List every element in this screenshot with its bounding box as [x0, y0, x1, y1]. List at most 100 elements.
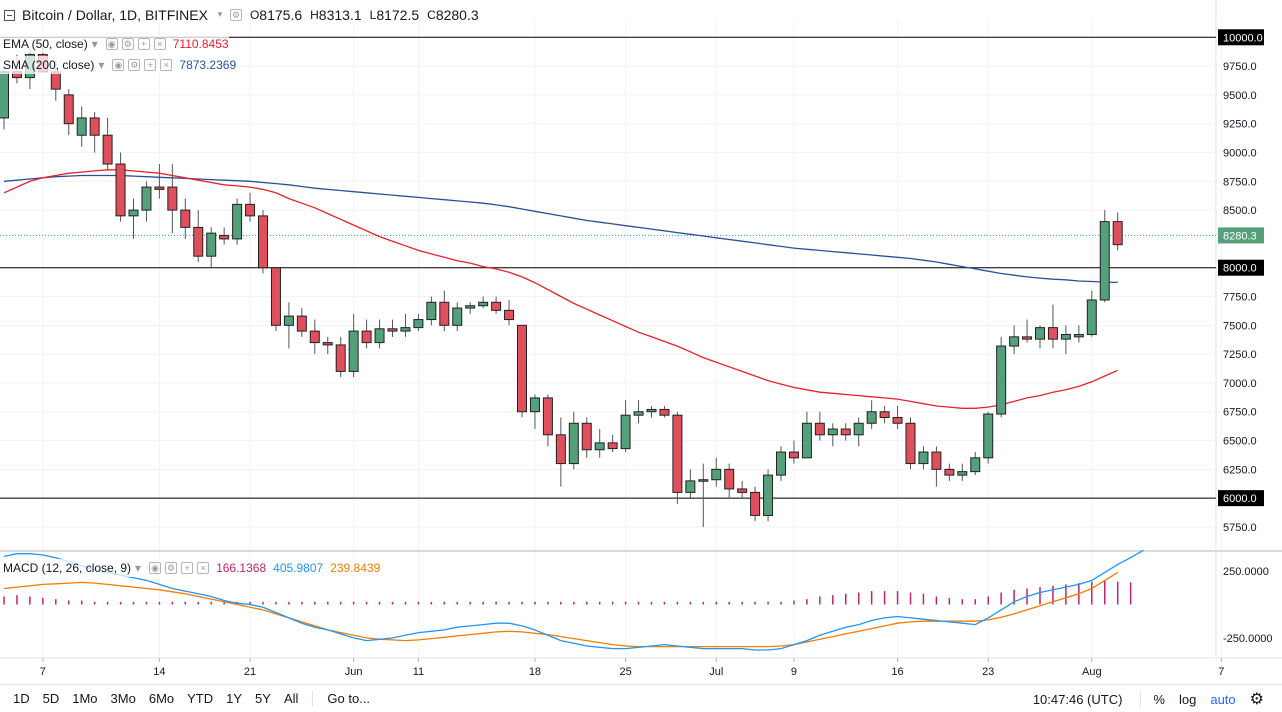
- ema-eye-icon[interactable]: ◉: [105, 38, 118, 50]
- high-label: H: [310, 8, 319, 22]
- ema-add-icon[interactable]: +: [137, 38, 150, 50]
- symbol-legend: Bitcoin / Dollar, 1D, BITFINEX ▾ ⚙ O 817…: [0, 6, 479, 24]
- candle-body: [607, 442, 618, 450]
- price-axis-label: 8000.0: [1223, 263, 1257, 275]
- sma-eye-icon[interactable]: ◉: [112, 59, 125, 71]
- sma-close-icon[interactable]: ×: [160, 59, 173, 71]
- candle-body: [413, 319, 424, 329]
- macd-eye-icon[interactable]: ◉: [149, 562, 162, 574]
- macd-hist-value: 166.1368: [216, 561, 267, 575]
- candle-body: [439, 301, 450, 326]
- range-5y[interactable]: 5Y: [255, 691, 271, 706]
- price-axis-label: 8750.0: [1223, 176, 1257, 188]
- range-1d[interactable]: 1D: [13, 691, 30, 706]
- sma-dropdown-icon[interactable]: ▾: [98, 58, 105, 72]
- macd-dropdown-icon[interactable]: ▾: [135, 561, 142, 575]
- bottom-toolbar: 1D 5D 1Mo 3Mo 6Mo YTD 1Y 5Y All Go to...…: [0, 684, 1282, 712]
- chart-canvas[interactable]: 10000.0 9750.0 9500.0 9250.0 9000.0 8750.0 850…: [0, 0, 1282, 684]
- toolbar-divider-right: [1140, 691, 1142, 707]
- range-all[interactable]: All: [283, 691, 299, 706]
- candle-body: [776, 451, 786, 476]
- price-level-badge: [1218, 259, 1264, 276]
- candle-body: [426, 301, 437, 321]
- range-1mo[interactable]: 1Mo: [72, 691, 98, 706]
- clock-time[interactable]: 10:47:46 (UTC): [1032, 691, 1123, 707]
- candle-body: [931, 451, 942, 470]
- candle-body: [659, 408, 670, 416]
- candle-body: [89, 117, 100, 136]
- candle-body: [1086, 299, 1097, 336]
- settings-icon[interactable]: ⚙: [229, 9, 242, 21]
- candle-body: [206, 232, 217, 257]
- time-axis-label: 16: [891, 666, 903, 678]
- log-toggle[interactable]: log: [1178, 691, 1197, 707]
- ema-dropdown-icon[interactable]: ▾: [91, 37, 98, 51]
- goto-button[interactable]: Go to...: [327, 691, 371, 706]
- macd-close-icon[interactable]: ×: [197, 562, 210, 574]
- time-axis-label: 25: [619, 666, 631, 678]
- candle-body: [348, 330, 359, 372]
- candle-body: [1022, 336, 1033, 340]
- ema-close-icon[interactable]: ×: [153, 38, 166, 50]
- low-value: 8172.5: [376, 7, 420, 23]
- macd-axis-label: -250.0000: [1223, 633, 1273, 645]
- candle-body: [529, 397, 540, 413]
- candle-body: [542, 397, 553, 436]
- candle-body: [50, 71, 61, 90]
- percent-toggle[interactable]: %: [1153, 691, 1165, 707]
- candle-body: [309, 330, 320, 344]
- ema-name[interactable]: EMA (50, close): [3, 37, 88, 51]
- sma-add-icon[interactable]: +: [144, 59, 157, 71]
- time-axis-label: Jul: [709, 666, 723, 678]
- candle-body: [555, 434, 566, 465]
- macd-name[interactable]: MACD (12, 26, close, 9): [3, 561, 132, 575]
- ema-settings-icon[interactable]: ⚙: [121, 38, 134, 50]
- candle-body: [387, 328, 398, 332]
- candle-body: [1047, 327, 1058, 340]
- ema-value: 7110.8453: [172, 37, 229, 51]
- candle-body: [0, 71, 9, 119]
- candle-body: [154, 186, 165, 190]
- candle-body: [232, 203, 243, 240]
- candle-body: [788, 451, 799, 459]
- candle-body: [866, 411, 877, 424]
- candle-body: [711, 468, 722, 481]
- candle-body: [63, 94, 74, 125]
- collapse-icon[interactable]: [4, 9, 15, 21]
- range-1y[interactable]: 1Y: [226, 691, 243, 706]
- macd-settings-icon[interactable]: ⚙: [165, 562, 178, 574]
- candle-body: [827, 428, 838, 436]
- candle-body: [452, 307, 463, 326]
- time-axis-label: 11: [413, 666, 424, 678]
- candle-body: [219, 234, 230, 240]
- price-axis-label: 9500.0: [1223, 90, 1257, 102]
- open-value: 8175.6: [259, 7, 303, 23]
- sma-settings-icon[interactable]: ⚙: [128, 59, 141, 71]
- price-axis-label: 7250.0: [1223, 349, 1257, 361]
- time-axis-label: Aug: [1082, 666, 1102, 678]
- sma-name[interactable]: SMA (200, close): [3, 58, 95, 72]
- range-ytd[interactable]: YTD: [187, 691, 214, 706]
- time-axis-label: 18: [529, 666, 541, 678]
- candle-body: [970, 457, 981, 473]
- dropdown-icon[interactable]: ▾: [217, 9, 223, 19]
- candle-body: [517, 324, 527, 413]
- auto-toggle[interactable]: auto: [1210, 691, 1236, 707]
- macd-add-icon[interactable]: +: [181, 562, 194, 574]
- time-axis-label: 7: [40, 666, 46, 678]
- candle-body: [905, 422, 916, 465]
- candle-body: [996, 345, 1007, 415]
- candle-body: [983, 413, 994, 459]
- range-3mo[interactable]: 3Mo: [110, 691, 136, 706]
- candle-body: [892, 417, 903, 424]
- candle-body: [283, 315, 294, 326]
- range-6mo[interactable]: 6Mo: [148, 691, 175, 706]
- price-axis-label: 5750.0: [1223, 522, 1257, 534]
- gear-icon[interactable]: ⚙: [1249, 691, 1264, 708]
- toolbar-divider: [312, 690, 314, 707]
- range-5d[interactable]: 5D: [42, 691, 60, 706]
- macd-legend: MACD (12, 26, close, 9) ▾ ◉ ⚙ + × 166.13…: [0, 559, 381, 577]
- candle-body: [76, 117, 87, 136]
- candle-body: [1073, 334, 1084, 338]
- open-label: O: [249, 8, 260, 22]
